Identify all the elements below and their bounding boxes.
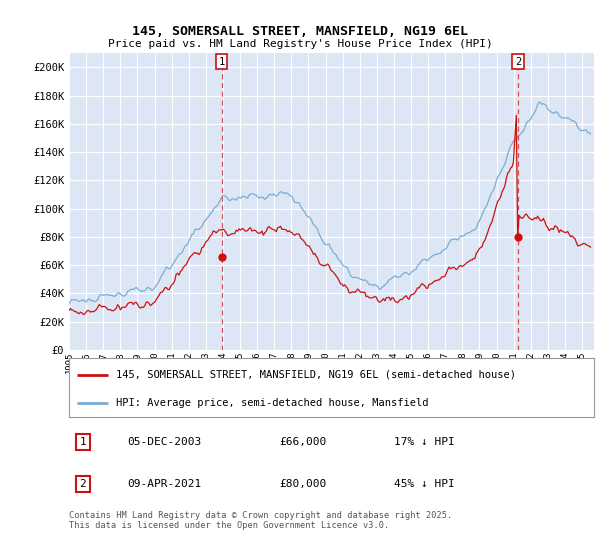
Text: 17% ↓ HPI: 17% ↓ HPI <box>395 437 455 447</box>
Text: £80,000: £80,000 <box>279 479 326 489</box>
Text: 2: 2 <box>79 479 86 489</box>
Text: 1: 1 <box>79 437 86 447</box>
Text: 145, SOMERSALL STREET, MANSFIELD, NG19 6EL: 145, SOMERSALL STREET, MANSFIELD, NG19 6… <box>132 25 468 38</box>
Text: Contains HM Land Registry data © Crown copyright and database right 2025.
This d: Contains HM Land Registry data © Crown c… <box>69 511 452 530</box>
Text: 1: 1 <box>218 57 224 67</box>
Text: Price paid vs. HM Land Registry's House Price Index (HPI): Price paid vs. HM Land Registry's House … <box>107 39 493 49</box>
Text: £66,000: £66,000 <box>279 437 326 447</box>
Text: 05-DEC-2003: 05-DEC-2003 <box>127 437 201 447</box>
Text: 45% ↓ HPI: 45% ↓ HPI <box>395 479 455 489</box>
Text: HPI: Average price, semi-detached house, Mansfield: HPI: Average price, semi-detached house,… <box>116 398 429 408</box>
Text: 145, SOMERSALL STREET, MANSFIELD, NG19 6EL (semi-detached house): 145, SOMERSALL STREET, MANSFIELD, NG19 6… <box>116 370 516 380</box>
Text: 09-APR-2021: 09-APR-2021 <box>127 479 201 489</box>
Text: 2: 2 <box>515 57 521 67</box>
